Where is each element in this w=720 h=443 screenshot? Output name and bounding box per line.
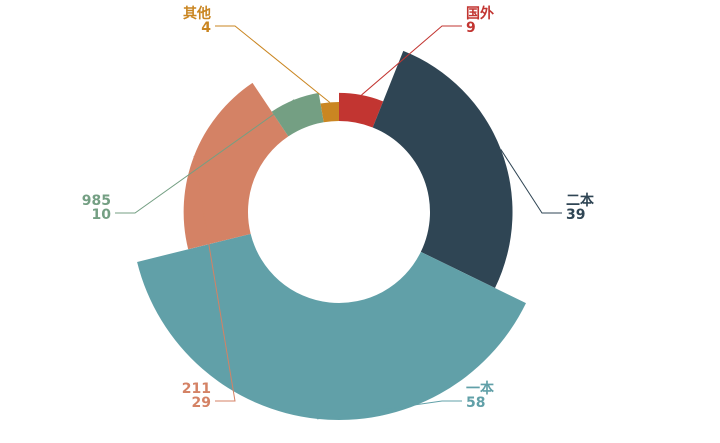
slice-label-name: 985 <box>82 193 111 209</box>
slice-其他[interactable] <box>320 102 339 123</box>
slices-layer <box>137 50 526 421</box>
slice-label-value: 29 <box>192 395 211 411</box>
slice-label-value: 9 <box>466 20 476 36</box>
slice-二本[interactable] <box>372 50 513 288</box>
leader-lines-layer <box>115 25 562 420</box>
leader-line-211 <box>193 155 236 402</box>
leader-line-国外 <box>361 25 462 96</box>
leader-line-二本 <box>500 149 562 214</box>
slice-label-value: 58 <box>466 395 485 411</box>
slice-label-value: 4 <box>201 20 211 36</box>
leader-line-985 <box>115 99 295 214</box>
slice-label-name: 国外 <box>466 5 494 22</box>
slice-label-name: 其他 <box>183 5 211 22</box>
slice-label-value: 10 <box>92 207 112 223</box>
slice-985[interactable] <box>271 92 324 137</box>
slice-211[interactable] <box>183 82 289 250</box>
leader-line-一本 <box>317 400 462 420</box>
slice-国外[interactable] <box>339 92 384 128</box>
slice-label-name: 二本 <box>566 192 595 209</box>
slice-label-name: 一本 <box>466 380 495 397</box>
slice-一本[interactable] <box>137 233 526 421</box>
leader-line-其他 <box>215 25 331 103</box>
slice-label-value: 39 <box>566 207 585 223</box>
slice-label-name: 211 <box>182 381 211 397</box>
